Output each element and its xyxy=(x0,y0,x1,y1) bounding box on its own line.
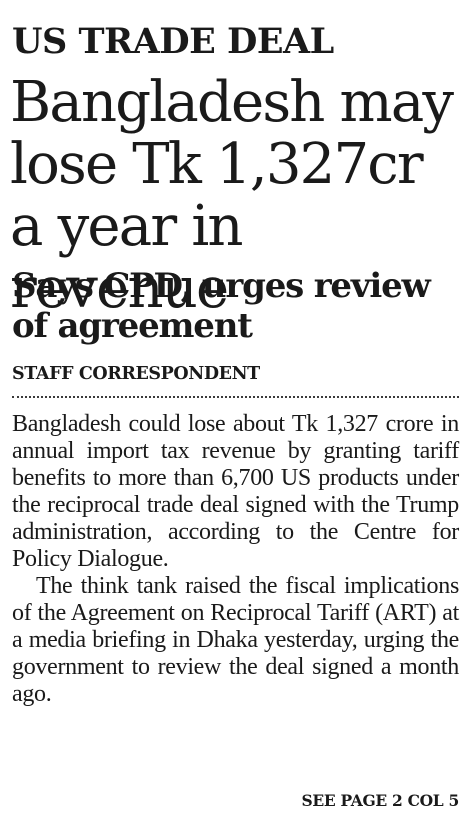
article-body: Bangladesh could lose about Tk 1,327 cro… xyxy=(12,411,459,708)
byline-divider xyxy=(12,396,459,398)
continuation-jump-line[interactable]: SEE PAGE 2 COL 5 xyxy=(301,791,459,810)
body-paragraph: The think tank raised the fiscal implica… xyxy=(12,573,459,707)
article-kicker: US TRADE DEAL xyxy=(12,21,334,62)
article-subheadline: Says CPD, urges review of agreement xyxy=(12,266,431,346)
article-headline: Bangladesh may lose Tk 1,327cr a year in… xyxy=(10,70,454,321)
article-byline: STAFF CORRESPONDENT xyxy=(12,364,260,384)
body-paragraph: Bangladesh could lose about Tk 1,327 cro… xyxy=(12,411,459,572)
